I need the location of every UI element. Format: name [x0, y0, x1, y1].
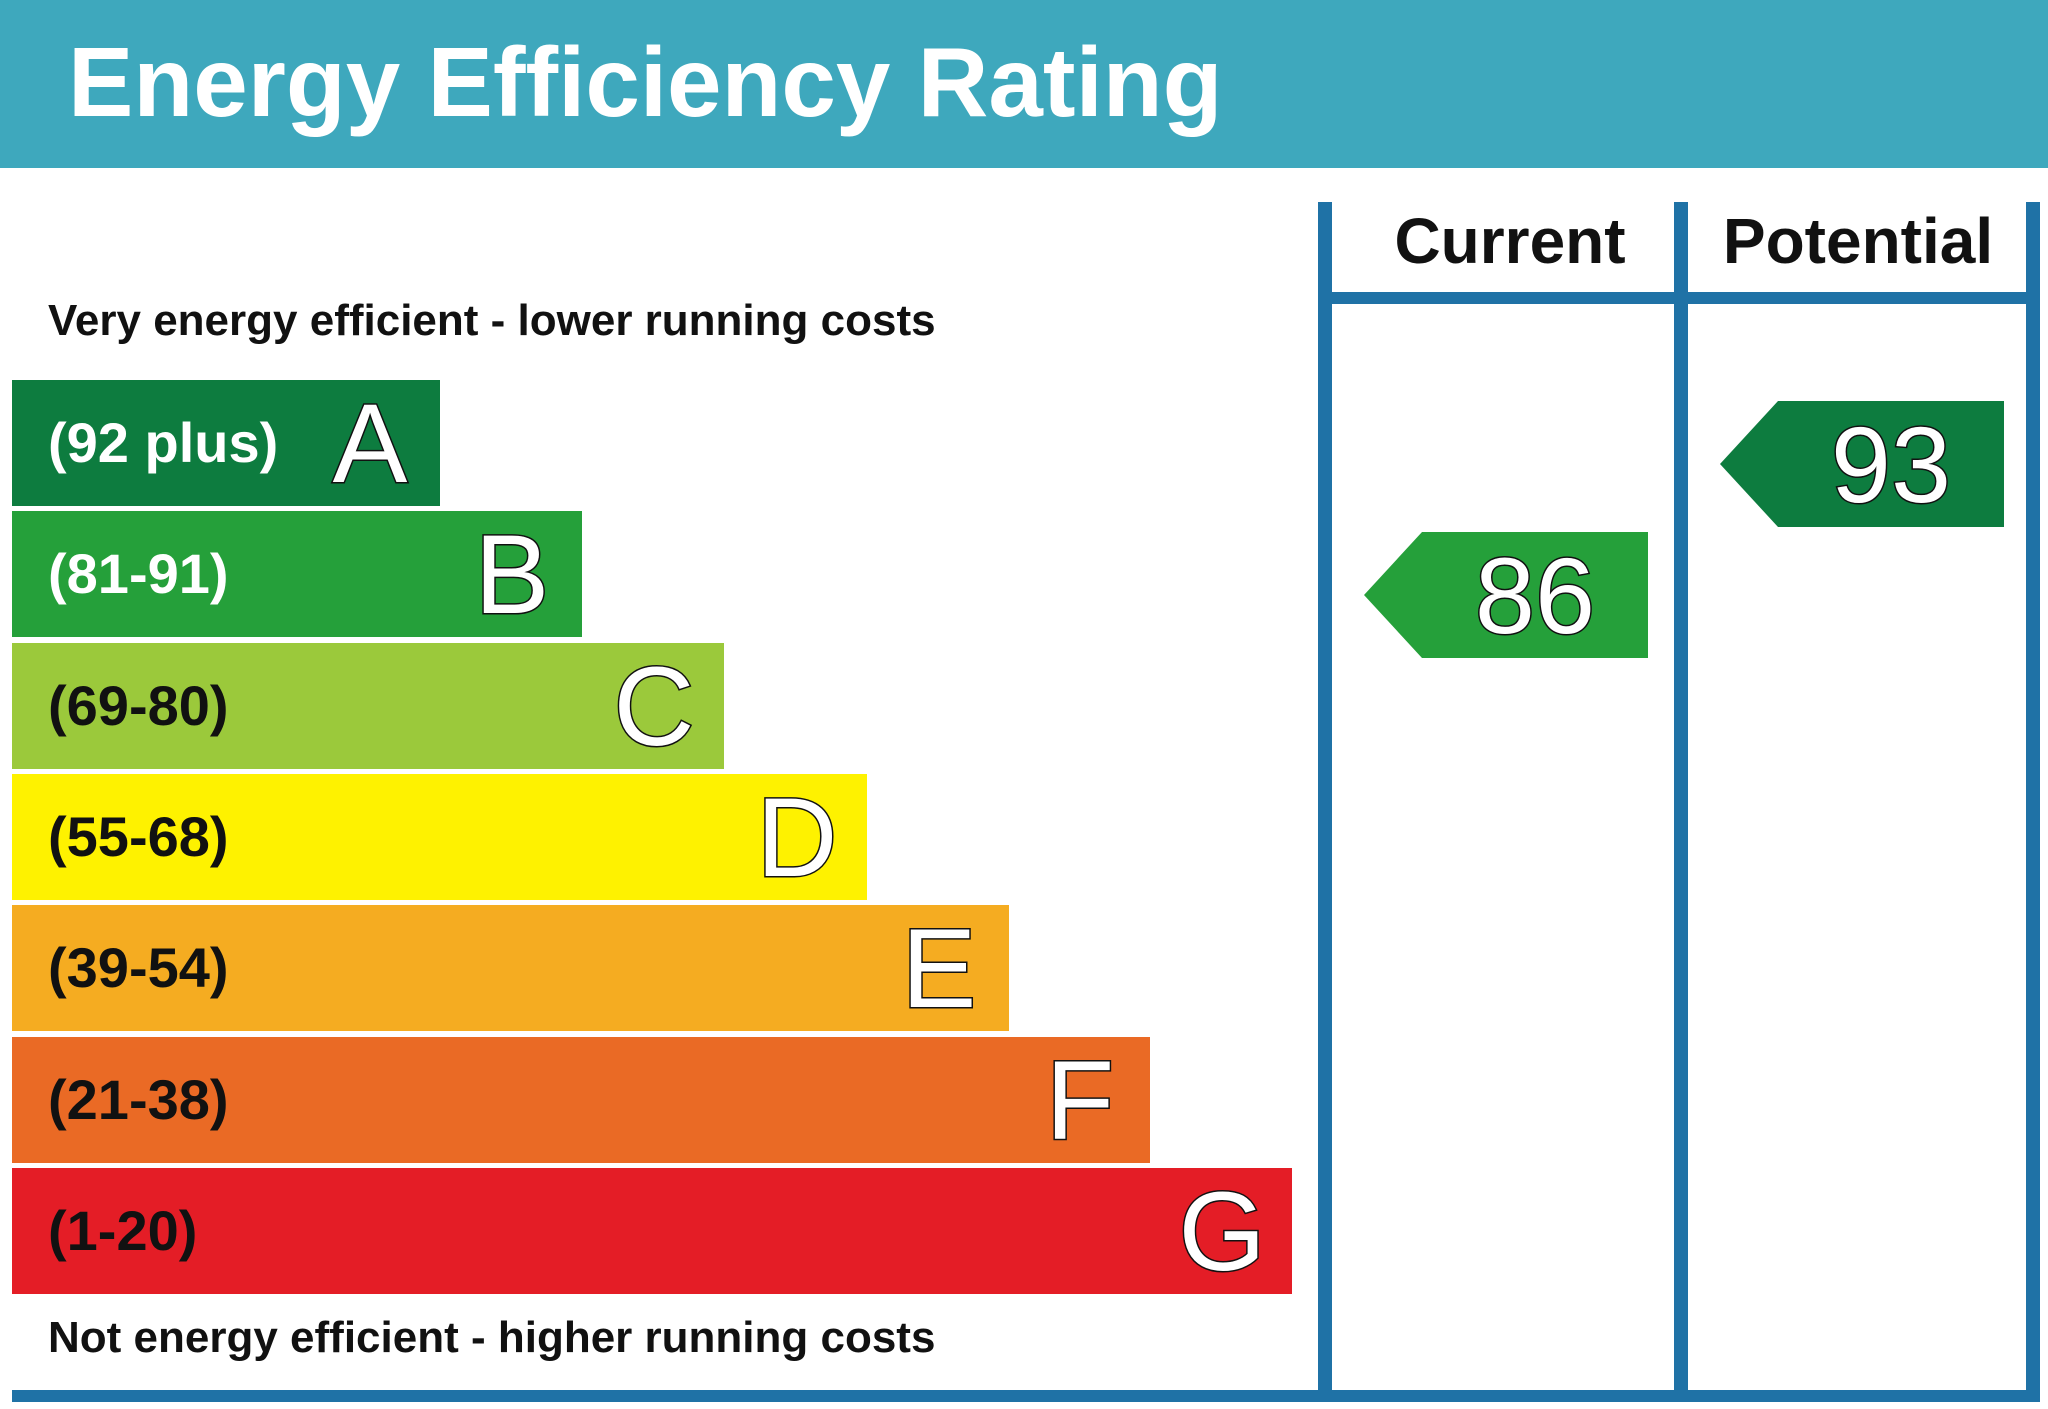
band-b-range: (81-91) — [48, 542, 229, 605]
frame-left-line — [1318, 202, 1332, 1402]
header-bar: Energy Efficiency Rating — [0, 0, 2048, 168]
band-d: (55-68) D — [12, 774, 867, 902]
svg-text:B: B — [475, 512, 550, 637]
potential-rating-arrow-value: 93 — [1831, 404, 1951, 525]
band-f: (21-38) F — [12, 1037, 1150, 1165]
chart-bottom-line — [12, 1390, 2040, 1402]
current-rating-arrow-value: 86 — [1475, 535, 1595, 656]
band-a-letter: A — [310, 380, 430, 508]
band-f-range: (21-38) — [48, 1068, 229, 1131]
svg-text:A: A — [333, 381, 408, 506]
svg-text:D: D — [757, 775, 838, 900]
current-column-header: Current — [1394, 205, 1626, 277]
band-d-range: (55-68) — [48, 805, 229, 868]
band-c-letter: C — [594, 643, 714, 771]
frame-middle-line — [1674, 202, 1688, 1402]
band-f-letter: F — [1020, 1037, 1140, 1165]
band-e-range: (39-54) — [48, 936, 229, 999]
band-e: (39-54) E — [12, 905, 1009, 1033]
svg-text:E: E — [902, 906, 977, 1031]
header-underline — [1318, 292, 2040, 304]
current-rating-arrow: 86 — [1364, 532, 1648, 658]
potential-rating-arrow: 93 — [1720, 401, 2004, 527]
band-c-range: (69-80) — [48, 674, 229, 737]
band-g-range: (1-20) — [48, 1199, 198, 1262]
svg-text:F: F — [1046, 1038, 1114, 1163]
band-d-letter: D — [737, 774, 857, 902]
band-a: (92 plus) A — [12, 380, 440, 508]
band-g-letter: G — [1162, 1168, 1282, 1296]
svg-text:C: C — [614, 644, 695, 769]
band-a-range: (92 plus) — [48, 411, 279, 474]
band-b: (81-91) B — [12, 511, 582, 639]
bottom-caption: Not energy efficient - higher running co… — [48, 1313, 936, 1362]
potential-column-header: Potential — [1722, 205, 1994, 277]
chart-title: Energy Efficiency Rating — [68, 27, 1223, 137]
band-c: (69-80) C — [12, 643, 724, 771]
band-g: (1-20) G — [12, 1168, 1292, 1296]
frame-right-line — [2026, 202, 2040, 1402]
svg-text:G: G — [1178, 1169, 1265, 1294]
band-b-letter: B — [452, 511, 572, 639]
top-caption: Very energy efficient - lower running co… — [48, 296, 936, 345]
band-e-letter: E — [879, 905, 999, 1033]
